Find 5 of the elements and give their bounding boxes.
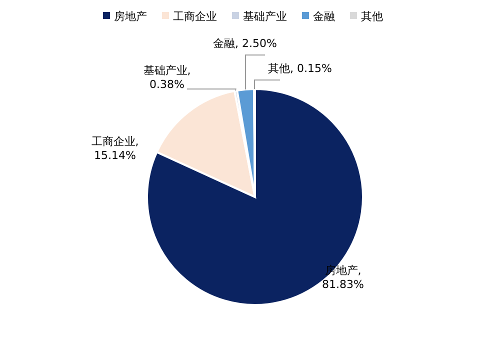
legend-label: 基础产业 xyxy=(243,10,287,23)
legend-label: 金融 xyxy=(313,10,335,23)
legend-label: 工商企业 xyxy=(173,10,217,23)
legend-label: 房地产 xyxy=(114,10,147,23)
legend-label: 其他 xyxy=(361,10,383,23)
